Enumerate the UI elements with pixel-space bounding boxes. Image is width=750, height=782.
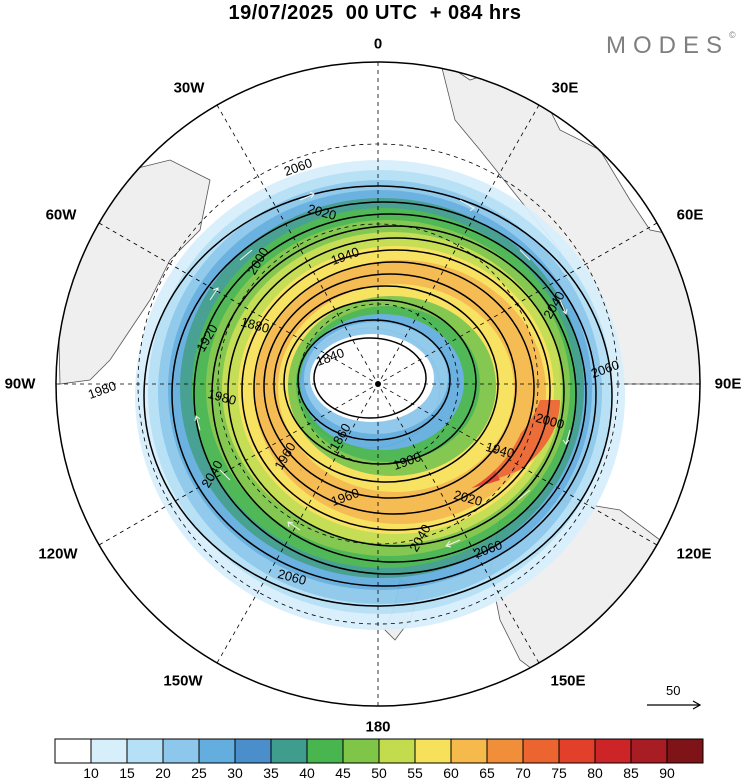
colorbar-label: 85 — [623, 765, 639, 781]
colorbar-cell — [378, 738, 416, 764]
colorbar-cell — [666, 738, 704, 764]
colorbar-label: 90 — [659, 765, 675, 781]
brand-logo: MODES© — [606, 30, 736, 60]
lon-label-0: 0 — [373, 35, 383, 53]
colorbar-label: 40 — [299, 765, 315, 781]
colorbar-label: 15 — [119, 765, 135, 781]
colorbar-label: 70 — [515, 765, 531, 781]
lon-label-90e: 90E — [714, 375, 742, 393]
colorbar-label: 75 — [551, 765, 567, 781]
pole-marker — [375, 381, 381, 387]
colorbar-label: 30 — [227, 765, 243, 781]
map-border — [55, 61, 701, 707]
colorbar-label: 50 — [371, 765, 387, 781]
colorbar-cell — [126, 738, 164, 764]
lon-label-30w: 30W — [173, 79, 205, 97]
colorbar-label: 35 — [263, 765, 279, 781]
colorbar-cell — [414, 738, 452, 764]
colorbar-label: 80 — [587, 765, 603, 781]
colorbar-cell — [162, 738, 200, 764]
lon-label-60e: 60E — [676, 206, 704, 224]
colorbar-label: 55 — [407, 765, 423, 781]
colorbar-cell — [306, 738, 344, 764]
colorbar-cell — [630, 738, 668, 764]
colorbar-cell — [342, 738, 380, 764]
brand-mark: © — [729, 30, 736, 40]
lon-label-30e: 30E — [551, 79, 579, 97]
lon-label-180: 180 — [365, 718, 391, 736]
lon-label-120w: 120W — [38, 545, 78, 563]
colorbar-cell — [198, 738, 236, 764]
map-title: 19/07/2025 00 UTC + 084 hrs — [228, 2, 522, 24]
colorbar-label: 20 — [155, 765, 171, 781]
reference-vector-arrow — [647, 700, 702, 710]
colorbar-label: 65 — [479, 765, 495, 781]
wind-vectors — [194, 191, 571, 548]
colorbar-label: 10 — [83, 765, 99, 781]
lon-label-150w: 150W — [163, 672, 203, 690]
lon-label-90w: 90W — [4, 375, 36, 393]
lon-label-150e: 150E — [550, 672, 586, 690]
colorbar-cell — [558, 738, 596, 764]
reference-vector-value: 50 — [666, 683, 681, 698]
colorbar-cell — [234, 738, 272, 764]
colorbar-label: 60 — [443, 765, 459, 781]
colorbar-label: 25 — [191, 765, 207, 781]
lon-label-120e: 120E — [676, 545, 712, 563]
colorbar-cell — [270, 738, 308, 764]
colorbar-cell — [594, 738, 632, 764]
lon-label-60w: 60W — [45, 206, 77, 224]
colorbar-label: 45 — [335, 765, 351, 781]
colorbar-cell — [90, 738, 128, 764]
colorbar-cell — [450, 738, 488, 764]
wind-speed-shading — [135, 160, 625, 630]
colorbar-cell — [522, 738, 560, 764]
colorbar-cell — [54, 738, 92, 764]
colorbar-cell — [486, 738, 524, 764]
colorbar — [54, 738, 704, 764]
brand-name: MODES — [606, 32, 730, 59]
